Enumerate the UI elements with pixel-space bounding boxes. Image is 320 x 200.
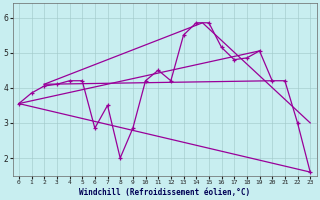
- X-axis label: Windchill (Refroidissement éolien,°C): Windchill (Refroidissement éolien,°C): [79, 188, 250, 197]
